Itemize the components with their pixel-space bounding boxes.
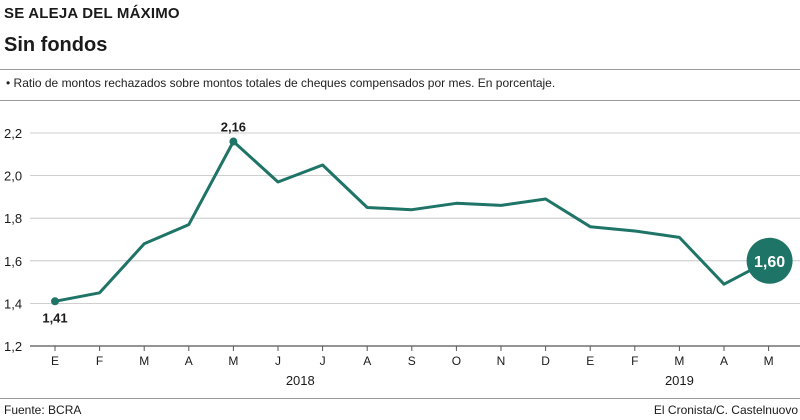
series-line (53, 140, 771, 303)
footer-divider (0, 398, 800, 399)
x-tick-label: A (720, 354, 728, 368)
chart-title: Sin fondos (4, 34, 108, 56)
x-tick-label: M (674, 354, 684, 368)
x-tick-label: S (408, 354, 416, 368)
x-tick-label: A (363, 354, 371, 368)
credit-note: El Cronista/C. Castelnuovo (653, 403, 798, 417)
x-tick-label: J (320, 354, 326, 368)
source-note: Fuente: BCRA (4, 403, 82, 417)
year-label: 2019 (665, 373, 694, 388)
x-tick-label: J (275, 354, 281, 368)
last-value-label: 1,60 (754, 254, 785, 271)
x-tick-label: F (96, 354, 103, 368)
year-label: 2018 (286, 373, 315, 388)
y-tick-label: 1,8 (4, 211, 22, 226)
y-axis-ticks: 1,2 1,4 1,6 1,8 2,0 2,2 (4, 126, 22, 354)
x-tick-label: A (185, 354, 193, 368)
x-tick-label: E (51, 354, 59, 368)
x-tick-label: M (228, 354, 238, 368)
last-value-badge (746, 237, 793, 284)
series-line-layer (53, 140, 771, 303)
y-tick-label: 2,2 (4, 126, 22, 141)
data-point-label: 1,41 (42, 310, 67, 325)
y-tick-label: 1,6 (4, 254, 22, 269)
x-tick-label: D (541, 354, 550, 368)
x-tick-label: F (631, 354, 638, 368)
chart-kicker: SE ALEJA DEL MÁXIMO (4, 5, 180, 22)
data-point-marker (51, 297, 59, 306)
y-tick-label: 1,4 (4, 296, 22, 311)
data-point-label: 2,16 (221, 120, 246, 135)
x-tick-label: E (586, 354, 594, 368)
x-tick-label: M (139, 354, 149, 368)
top-divider (0, 69, 800, 70)
x-tick-label: M (764, 354, 774, 368)
chart-subtitle: • Ratio de montos rechazados sobre monto… (6, 76, 556, 90)
subtitle-divider (0, 100, 800, 101)
data-point-marker (229, 137, 238, 146)
grid-lines (30, 132, 800, 347)
line-chart: 1,2 1,4 1,6 1,8 2,0 2,2 E F M A M J J A S O N D E F M A M 201… (4, 120, 800, 388)
year-labels: 2018 2019 (286, 373, 694, 388)
annotations: 1,41 2,16 1,60 (42, 120, 793, 325)
x-tick-label: O (452, 354, 461, 368)
y-tick-label: 2,0 (4, 169, 22, 184)
x-tick-label: N (497, 354, 506, 368)
y-tick-label: 1,2 (4, 339, 22, 354)
